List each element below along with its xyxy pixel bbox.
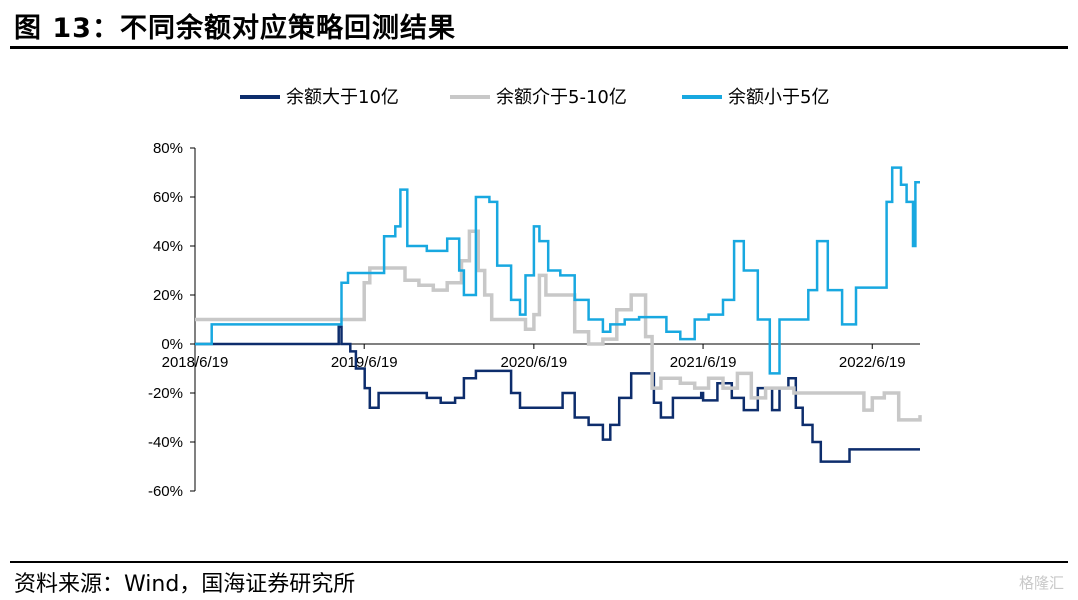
y-tick-label: 60% bbox=[153, 189, 183, 206]
series-line-3 bbox=[195, 166, 920, 375]
y-tick-label: 0% bbox=[161, 336, 183, 353]
y-tick-label: 40% bbox=[153, 238, 183, 255]
source-note: 资料来源：Wind，国海证券研究所 bbox=[14, 572, 356, 597]
legend-label-2: 余额介于5-10亿 bbox=[496, 87, 627, 108]
legend-label-3: 余额小于5亿 bbox=[728, 87, 829, 108]
x-tick-label: 2021/6/19 bbox=[670, 354, 737, 371]
x-tick-label: 2018/6/19 bbox=[162, 354, 229, 371]
series-line-2 bbox=[195, 229, 922, 422]
legend-label-1: 余额大于10亿 bbox=[286, 87, 399, 108]
y-tick-label: -20% bbox=[148, 385, 183, 402]
figure-title: 图 13：不同余额对应策略回测结果 bbox=[14, 13, 456, 44]
y-tick-labels: 80% 60% 40% 20% 0% -20% -40% -60% bbox=[148, 140, 195, 500]
legend: 余额大于10亿 余额介于5-10亿 余额小于5亿 bbox=[240, 87, 829, 108]
y-tick-label: 80% bbox=[153, 140, 183, 157]
series-line-1 bbox=[195, 325, 920, 463]
y-tick-label: -40% bbox=[148, 434, 183, 451]
bottom-rule bbox=[10, 561, 1068, 563]
y-tick-label: -60% bbox=[148, 483, 183, 500]
x-tick-labels: 2018/6/19 2019/6/19 2020/6/19 2021/6/19 2022… bbox=[162, 344, 906, 371]
x-tick-label: 2020/6/19 bbox=[500, 354, 567, 371]
x-tick-label: 2019/6/19 bbox=[331, 354, 398, 371]
x-tick-label: 2022/6/19 bbox=[839, 354, 906, 371]
watermark-logo: 格隆汇 bbox=[1018, 574, 1064, 592]
series-lines bbox=[195, 166, 922, 463]
y-tick-label: 20% bbox=[153, 287, 183, 304]
top-rule bbox=[10, 46, 1068, 49]
line-chart: 余额大于10亿 余额介于5-10亿 余额小于5亿 80% 60% 40% 20% 0% -20… bbox=[148, 87, 922, 500]
